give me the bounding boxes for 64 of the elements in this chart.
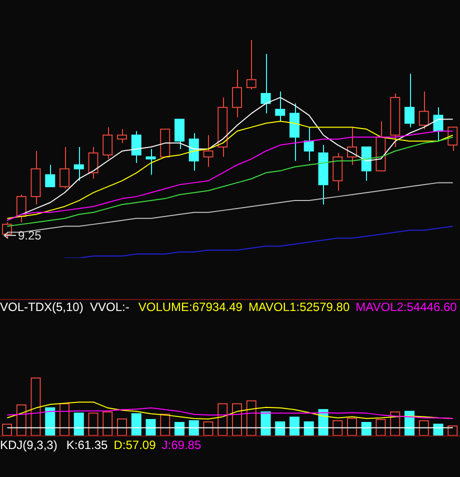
bar [275, 421, 286, 436]
bar [290, 416, 300, 436]
candlestick [390, 93, 400, 148]
bar [102, 411, 113, 436]
bar [260, 411, 271, 436]
annotation: 9.25 [18, 228, 42, 243]
candlestick [290, 102, 300, 162]
candlestick [318, 144, 328, 205]
bar [146, 419, 156, 436]
bar [16, 404, 26, 436]
candlestick [404, 73, 414, 128]
candlestick [203, 134, 214, 168]
bar [160, 414, 170, 436]
candlestick [60, 146, 70, 190]
candlestick [418, 91, 429, 130]
bar [203, 421, 214, 436]
candlestick [376, 120, 386, 172]
bar [117, 418, 127, 436]
bar [390, 411, 400, 436]
text: VOLUME:67934.49 [138, 300, 242, 315]
bar [304, 421, 314, 436]
legend-label: K:61.35 [66, 438, 108, 453]
candlestick [188, 132, 199, 172]
candlestick [74, 146, 84, 182]
candlestick [347, 126, 357, 166]
candlestick [45, 164, 56, 188]
candlestick [361, 146, 372, 182]
bar [418, 420, 429, 436]
bar [448, 425, 458, 436]
chart-title: VOL-TDX(5,10) VVOL:- [0, 300, 130, 315]
candlestick [146, 148, 156, 176]
bar [88, 412, 98, 436]
candlestick [304, 126, 314, 162]
bar [188, 420, 199, 436]
bar [45, 407, 56, 436]
legend-label: D:57.09 [114, 438, 156, 453]
bar [131, 413, 142, 436]
bar [232, 403, 242, 436]
candlestick [232, 69, 242, 118]
candlestick [88, 146, 98, 180]
candlestick [260, 53, 271, 114]
text: KDJ(9,3,3) [0, 438, 58, 453]
bar [433, 424, 444, 436]
candlestick [275, 91, 286, 122]
bar [246, 400, 256, 436]
candlestick [332, 152, 343, 192]
legend-label: J:69.85 [162, 438, 202, 453]
text: MAVOL2:54446.60 [356, 300, 457, 315]
candlestick [102, 126, 113, 160]
bar [347, 418, 357, 436]
bar [2, 424, 12, 436]
candlestick [246, 40, 256, 90]
bar [332, 420, 343, 436]
bar [376, 419, 386, 436]
candlestick [30, 150, 41, 205]
bar [74, 412, 84, 436]
candlestick [131, 130, 142, 164]
candlestick [448, 126, 458, 152]
bar [218, 403, 228, 436]
text: MAVOL1:52579.80 [248, 300, 350, 315]
candlestick [117, 128, 127, 144]
candlestick [218, 96, 228, 158]
bar [60, 403, 70, 436]
bar [30, 378, 41, 436]
